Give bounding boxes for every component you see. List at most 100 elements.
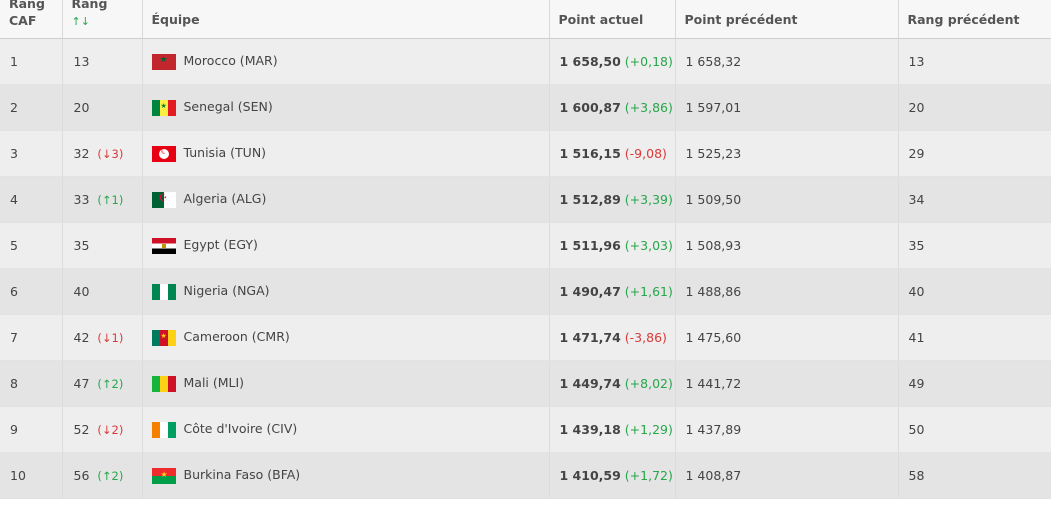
point-actuel-value: 1 658,50	[559, 54, 621, 69]
table-row[interactable]: 5 35 Egypt (EGY) 1 511,96 (+3,03) 1 508,9…	[0, 222, 1051, 269]
flag-morocco-icon	[151, 53, 176, 70]
team-name[interactable]: Côte d'Ivoire (CIV)	[183, 421, 298, 437]
rank-change-indicator: (↓2)	[97, 423, 124, 437]
cell-point-actuel: 1 658,50 (+0,18)	[549, 38, 676, 85]
rang-fifa-value: 52	[73, 422, 90, 437]
header-rang-fifa-line1: Rang	[71, 0, 108, 11]
cell-equipe: Burkina Faso (BFA)	[142, 452, 550, 499]
header-rang-precedent[interactable]: Rang précédent	[898, 0, 1051, 39]
rang-precedent-value: 49	[908, 376, 925, 391]
cell-rang-precedent: 49	[898, 360, 1051, 407]
cell-point-precedent: 1 597,01	[675, 84, 899, 131]
team-name[interactable]: Nigeria (NGA)	[183, 283, 270, 299]
table-row[interactable]: 3 32 (↓3) Tunisia (TUN) 1 516,15(-9,08) 1…	[0, 130, 1051, 177]
flag-egypt-icon	[151, 237, 176, 254]
rank-change-indicator: (↑2)	[97, 469, 124, 483]
cell-rang-caf: 6	[0, 268, 63, 315]
team-name[interactable]: Egypt (EGY)	[183, 237, 258, 253]
flag-mali-icon	[151, 375, 176, 392]
header-rang-caf-line1: Rang	[9, 0, 45, 11]
cell-rang-caf: 3	[0, 130, 63, 177]
cell-rang-caf: 1	[0, 38, 63, 85]
cell-rang-caf: 2	[0, 84, 63, 131]
header-point-precedent[interactable]: Point précédent	[675, 0, 899, 39]
team-name[interactable]: Burkina Faso (BFA)	[183, 467, 301, 483]
point-actuel-value: 1 439,18	[559, 422, 621, 437]
rank-change-indicator: (↓1)	[97, 331, 124, 345]
sort-arrows-icon[interactable]: ↑↓	[71, 14, 90, 28]
cell-point-precedent: 1 437,89	[675, 406, 899, 453]
table-row[interactable]: 7 42(↓1) Cameroon (CMR) 1 471,74(-3,86) …	[0, 314, 1051, 361]
rang-fifa-value: 20	[73, 100, 90, 115]
table-body: 1 13 Morocco (MAR) 1 658,50(+0,18) 1 658…	[0, 38, 1051, 499]
header-rang-fifa[interactable]: Rang ↑↓	[62, 0, 143, 39]
cell-rang-fifa: 47 (↑2)	[62, 360, 143, 407]
table-row[interactable]: 6 40 Nigeria (NGA) 1 490,47 (+1,61) 1 488…	[0, 268, 1051, 315]
table-row[interactable]: 4 33 (↑1) Algeria (ALG) 1 512,89(+3,39) 1…	[0, 176, 1051, 223]
flag-cameroon-icon	[151, 329, 176, 346]
point-precedent-value: 1 408,87	[685, 468, 742, 483]
cell-point-actuel: 1 449,74 (+8,02)	[549, 360, 676, 407]
table-row[interactable]: 2 20 Senegal (SEN) 1 600,87(+3,86) 1 597…	[0, 84, 1051, 131]
point-precedent-value: 1 509,50	[685, 192, 742, 207]
table-row[interactable]: 1 13 Morocco (MAR) 1 658,50(+0,18) 1 658…	[0, 38, 1051, 85]
point-diff-value: (+3,86)	[624, 100, 673, 115]
team-name[interactable]: Senegal (SEN)	[183, 99, 273, 115]
team-name[interactable]: Mali (MLI)	[183, 375, 245, 391]
header-rang-caf[interactable]: Rang CAF	[0, 0, 63, 39]
flag-cote-divoire-icon	[151, 421, 176, 438]
cell-equipe: Mali (MLI)	[142, 360, 550, 407]
cell-equipe: Nigeria (NGA)	[142, 268, 550, 315]
flag-nigeria-icon	[151, 283, 176, 300]
rang-caf-value: 6	[10, 284, 18, 299]
header-equipe[interactable]: Équipe	[142, 0, 550, 39]
cell-point-actuel: 1 471,74 (-3,86)	[549, 314, 676, 361]
team-name[interactable]: Algeria (ALG)	[183, 191, 267, 207]
rang-caf-value: 8	[10, 376, 18, 391]
point-actuel-value: 1 600,87	[559, 100, 621, 115]
cell-point-precedent: 1 475,60	[675, 314, 899, 361]
header-rang-caf-line2: CAF	[9, 13, 37, 28]
cell-point-actuel: 1 516,15 (-9,08)	[549, 130, 676, 177]
cell-rang-precedent: 41	[898, 314, 1051, 361]
rang-fifa-value: 33	[73, 192, 90, 207]
cell-equipe: Côte d'Ivoire (CIV)	[142, 406, 550, 453]
team-name[interactable]: Tunisia (TUN)	[183, 145, 267, 161]
cell-rang-fifa: 13	[62, 38, 143, 85]
cell-rang-precedent: 50	[898, 406, 1051, 453]
cell-rang-caf: 8	[0, 360, 63, 407]
point-diff-value: (+1,72)	[624, 468, 673, 483]
header-point-actuel[interactable]: Point actuel	[549, 0, 676, 39]
rang-precedent-value: 40	[908, 284, 925, 299]
rang-caf-value: 9	[10, 422, 18, 437]
rang-caf-value: 3	[10, 146, 18, 161]
rang-caf-value: 2	[10, 100, 18, 115]
team-name[interactable]: Morocco (MAR)	[183, 53, 278, 69]
cell-point-precedent: 1 508,93	[675, 222, 899, 269]
rang-precedent-value: 20	[908, 100, 925, 115]
flag-tunisia-icon	[151, 145, 176, 162]
cell-point-actuel: 1 410,59 (+1,72)	[549, 452, 676, 499]
rang-precedent-value: 29	[908, 146, 925, 161]
cell-equipe: Egypt (EGY)	[142, 222, 550, 269]
point-diff-value: (+8,02)	[624, 376, 673, 391]
rang-precedent-value: 13	[908, 54, 925, 69]
cell-point-precedent: 1 408,87	[675, 452, 899, 499]
rang-fifa-value: 42	[73, 330, 90, 345]
point-actuel-value: 1 410,59	[559, 468, 621, 483]
rank-change-indicator: (↑2)	[97, 377, 124, 391]
table-row[interactable]: 9 52 (↓2) Côte d'Ivoire (CIV) 1 439,18 (+1…	[0, 406, 1051, 453]
table-row[interactable]: 10 56 (↑2) Burkina Faso (BFA) 1 410,59(+1…	[0, 452, 1051, 499]
team-name[interactable]: Cameroon (CMR)	[183, 329, 290, 345]
table-row[interactable]: 8 47 (↑2) Mali (MLI) 1 449,74 (+8,02) 1 44…	[0, 360, 1051, 407]
rang-precedent-value: 50	[908, 422, 925, 437]
cell-rang-caf: 9	[0, 406, 63, 453]
flag-algeria-icon	[151, 191, 176, 208]
rang-fifa-value: 13	[73, 54, 90, 69]
point-precedent-value: 1 658,32	[685, 54, 742, 69]
cell-rang-fifa: 33 (↑1)	[62, 176, 143, 223]
cell-rang-fifa: 52 (↓2)	[62, 406, 143, 453]
point-actuel-value: 1 471,74	[559, 330, 621, 345]
point-diff-value: (+1,61)	[624, 284, 673, 299]
